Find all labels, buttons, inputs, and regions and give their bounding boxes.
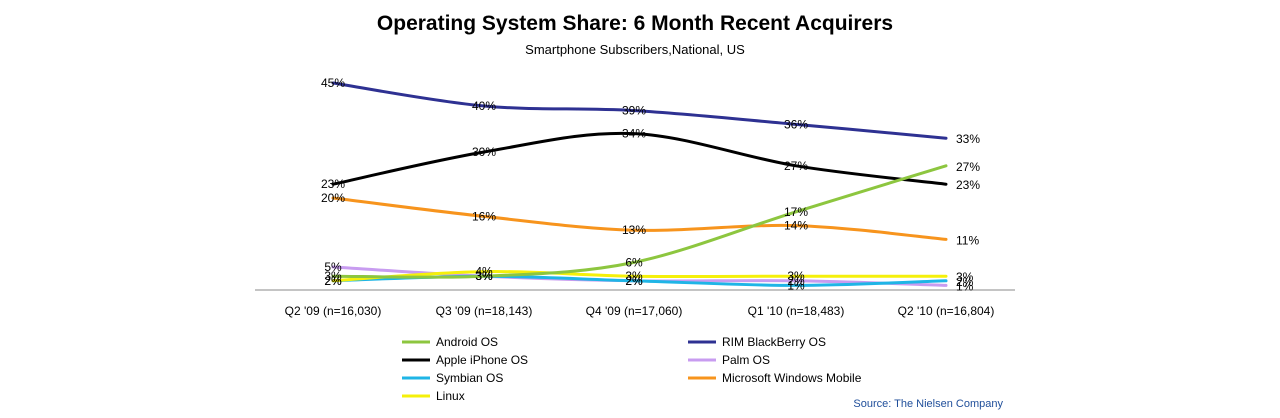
data-label-microsoft-windows-mobile: 13% [622,223,646,237]
data-label-microsoft-windows-mobile: 20% [321,191,345,205]
data-label-microsoft-windows-mobile: 16% [472,209,496,223]
data-label-palm-os: 5% [324,260,342,274]
data-label-android-os: 6% [625,255,643,269]
chart-title: Operating System Share: 6 Month Recent A… [376,12,894,35]
data-label-linux: 3% [787,269,805,283]
data-label-android-os: 3% [324,269,342,283]
series-line-apple-iphone-os [331,131,948,186]
data-label-symbian-os: 1% [787,278,805,292]
data-label-palm-os: 2% [625,274,643,288]
chart-subtitle: Smartphone Subscribers,National, US [525,42,745,57]
data-label-apple-iphone-os: 30% [472,145,496,159]
data-label-android-os: 27% [956,160,980,174]
data-label-apple-iphone-os: 23% [956,178,980,192]
data-label-palm-os: 3% [475,269,493,283]
data-label-linux: 3% [956,270,974,284]
data-label-rim-blackberry-os: 40% [472,99,496,113]
data-label-apple-iphone-os: 34% [622,127,646,141]
legend-label-apple-iphone-os: Apple iPhone OS [436,353,528,367]
legend-label-rim-blackberry-os: RIM BlackBerry OS [722,335,826,349]
x-tick-label: Q4 '09 (n=17,060) [586,304,683,318]
data-label-microsoft-windows-mobile: 11% [956,233,979,247]
data-label-symbian-os: 3% [475,269,493,283]
data-label-linux: 2% [324,274,342,288]
x-tick-label: Q2 '09 (n=16,030) [285,304,382,318]
data-label-rim-blackberry-os: 39% [622,104,646,118]
legend-label-linux: Linux [436,389,465,403]
legend-label-symbian-os: Symbian OS [436,371,503,385]
data-label-symbian-os: 2% [324,274,342,288]
series-line-android-os [331,164,948,279]
data-label-symbian-os: 2% [956,275,974,289]
data-label-linux: 4% [475,265,493,279]
data-label-linux: 3% [625,269,643,283]
data-label-rim-blackberry-os: 33% [956,132,980,146]
legend-label-microsoft-windows-mobile: Microsoft Windows Mobile [722,371,862,385]
data-label-apple-iphone-os: 27% [784,159,808,173]
source-note: Source: The Nielsen Company [853,398,1003,410]
x-tick-label: Q3 '09 (n=18,143) [436,304,533,318]
data-label-palm-os: 2% [787,274,805,288]
data-label-palm-os: 1% [956,279,974,293]
x-tick-label: Q1 '10 (n=18,483) [748,304,845,318]
data-label-microsoft-windows-mobile: 14% [784,219,808,233]
data-label-apple-iphone-os: 23% [321,177,345,191]
data-label-rim-blackberry-os: 36% [784,117,808,131]
legend-label-palm-os: Palm OS [722,353,770,367]
legend-label-android-os: Android OS [436,335,498,349]
series-line-microsoft-windows-mobile [331,196,948,241]
series-line-linux [331,270,948,283]
x-tick-label: Q2 '10 (n=16,804) [898,304,995,318]
data-label-android-os: 17% [784,205,808,219]
data-label-android-os: 3% [475,269,493,283]
data-label-rim-blackberry-os: 45% [321,76,345,90]
series-line-rim-blackberry-os [331,81,948,140]
data-label-symbian-os: 2% [625,274,643,288]
